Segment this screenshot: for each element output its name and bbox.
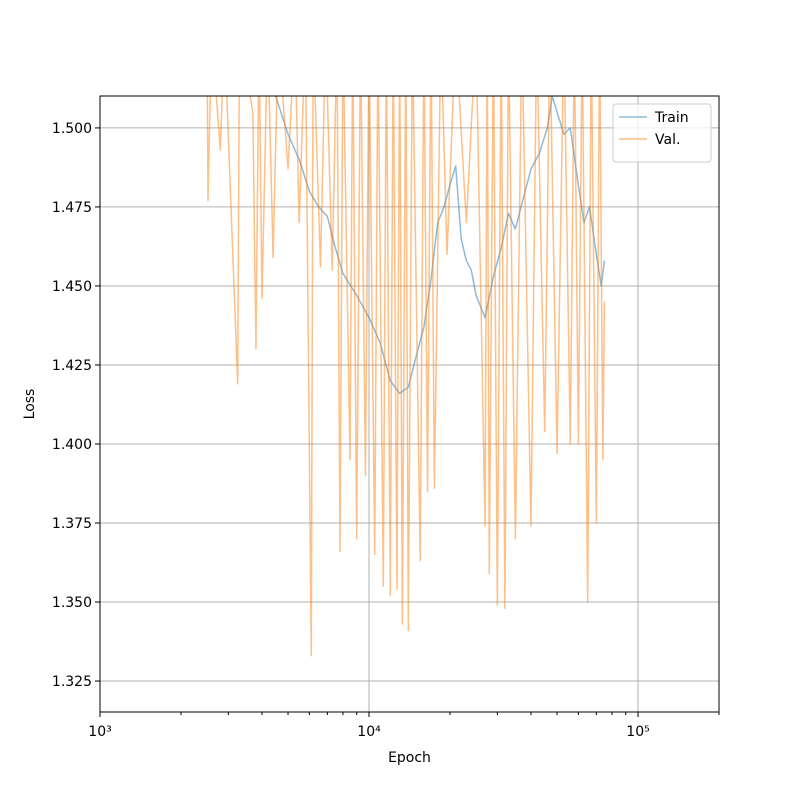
legend-label: Val.: [655, 132, 680, 148]
plot-frame: [99, 95, 720, 713]
plot-lines: [206, 96, 606, 657]
x-tick-label: 10⁴: [357, 724, 381, 740]
y-tick-label: 1.500: [52, 121, 92, 137]
y-tick-label: 1.350: [52, 595, 92, 611]
legend-label: Train: [654, 110, 689, 126]
y-tick-label: 1.325: [52, 674, 92, 690]
legend-box: [612, 103, 712, 163]
y-axis-label: Loss: [22, 389, 38, 420]
y-tick-label: 1.400: [52, 437, 92, 453]
x-tick-label: 10⁵: [626, 724, 649, 740]
y-tick-label: 1.375: [52, 516, 92, 532]
y-tick-label: 1.450: [52, 279, 92, 295]
x-tick-label: 10³: [88, 724, 111, 740]
x-axis-label: Epoch: [388, 750, 431, 766]
ticks: 10³ 10⁴ 10⁵ 1.325 1.350 1.375 1.400 1.425 1.450 1…: [52, 121, 720, 740]
series-line: [206, 96, 606, 657]
y-tick-label: 1.425: [52, 358, 92, 374]
legend: Train Val.: [612, 103, 712, 163]
y-tick-label: 1.475: [52, 200, 92, 216]
